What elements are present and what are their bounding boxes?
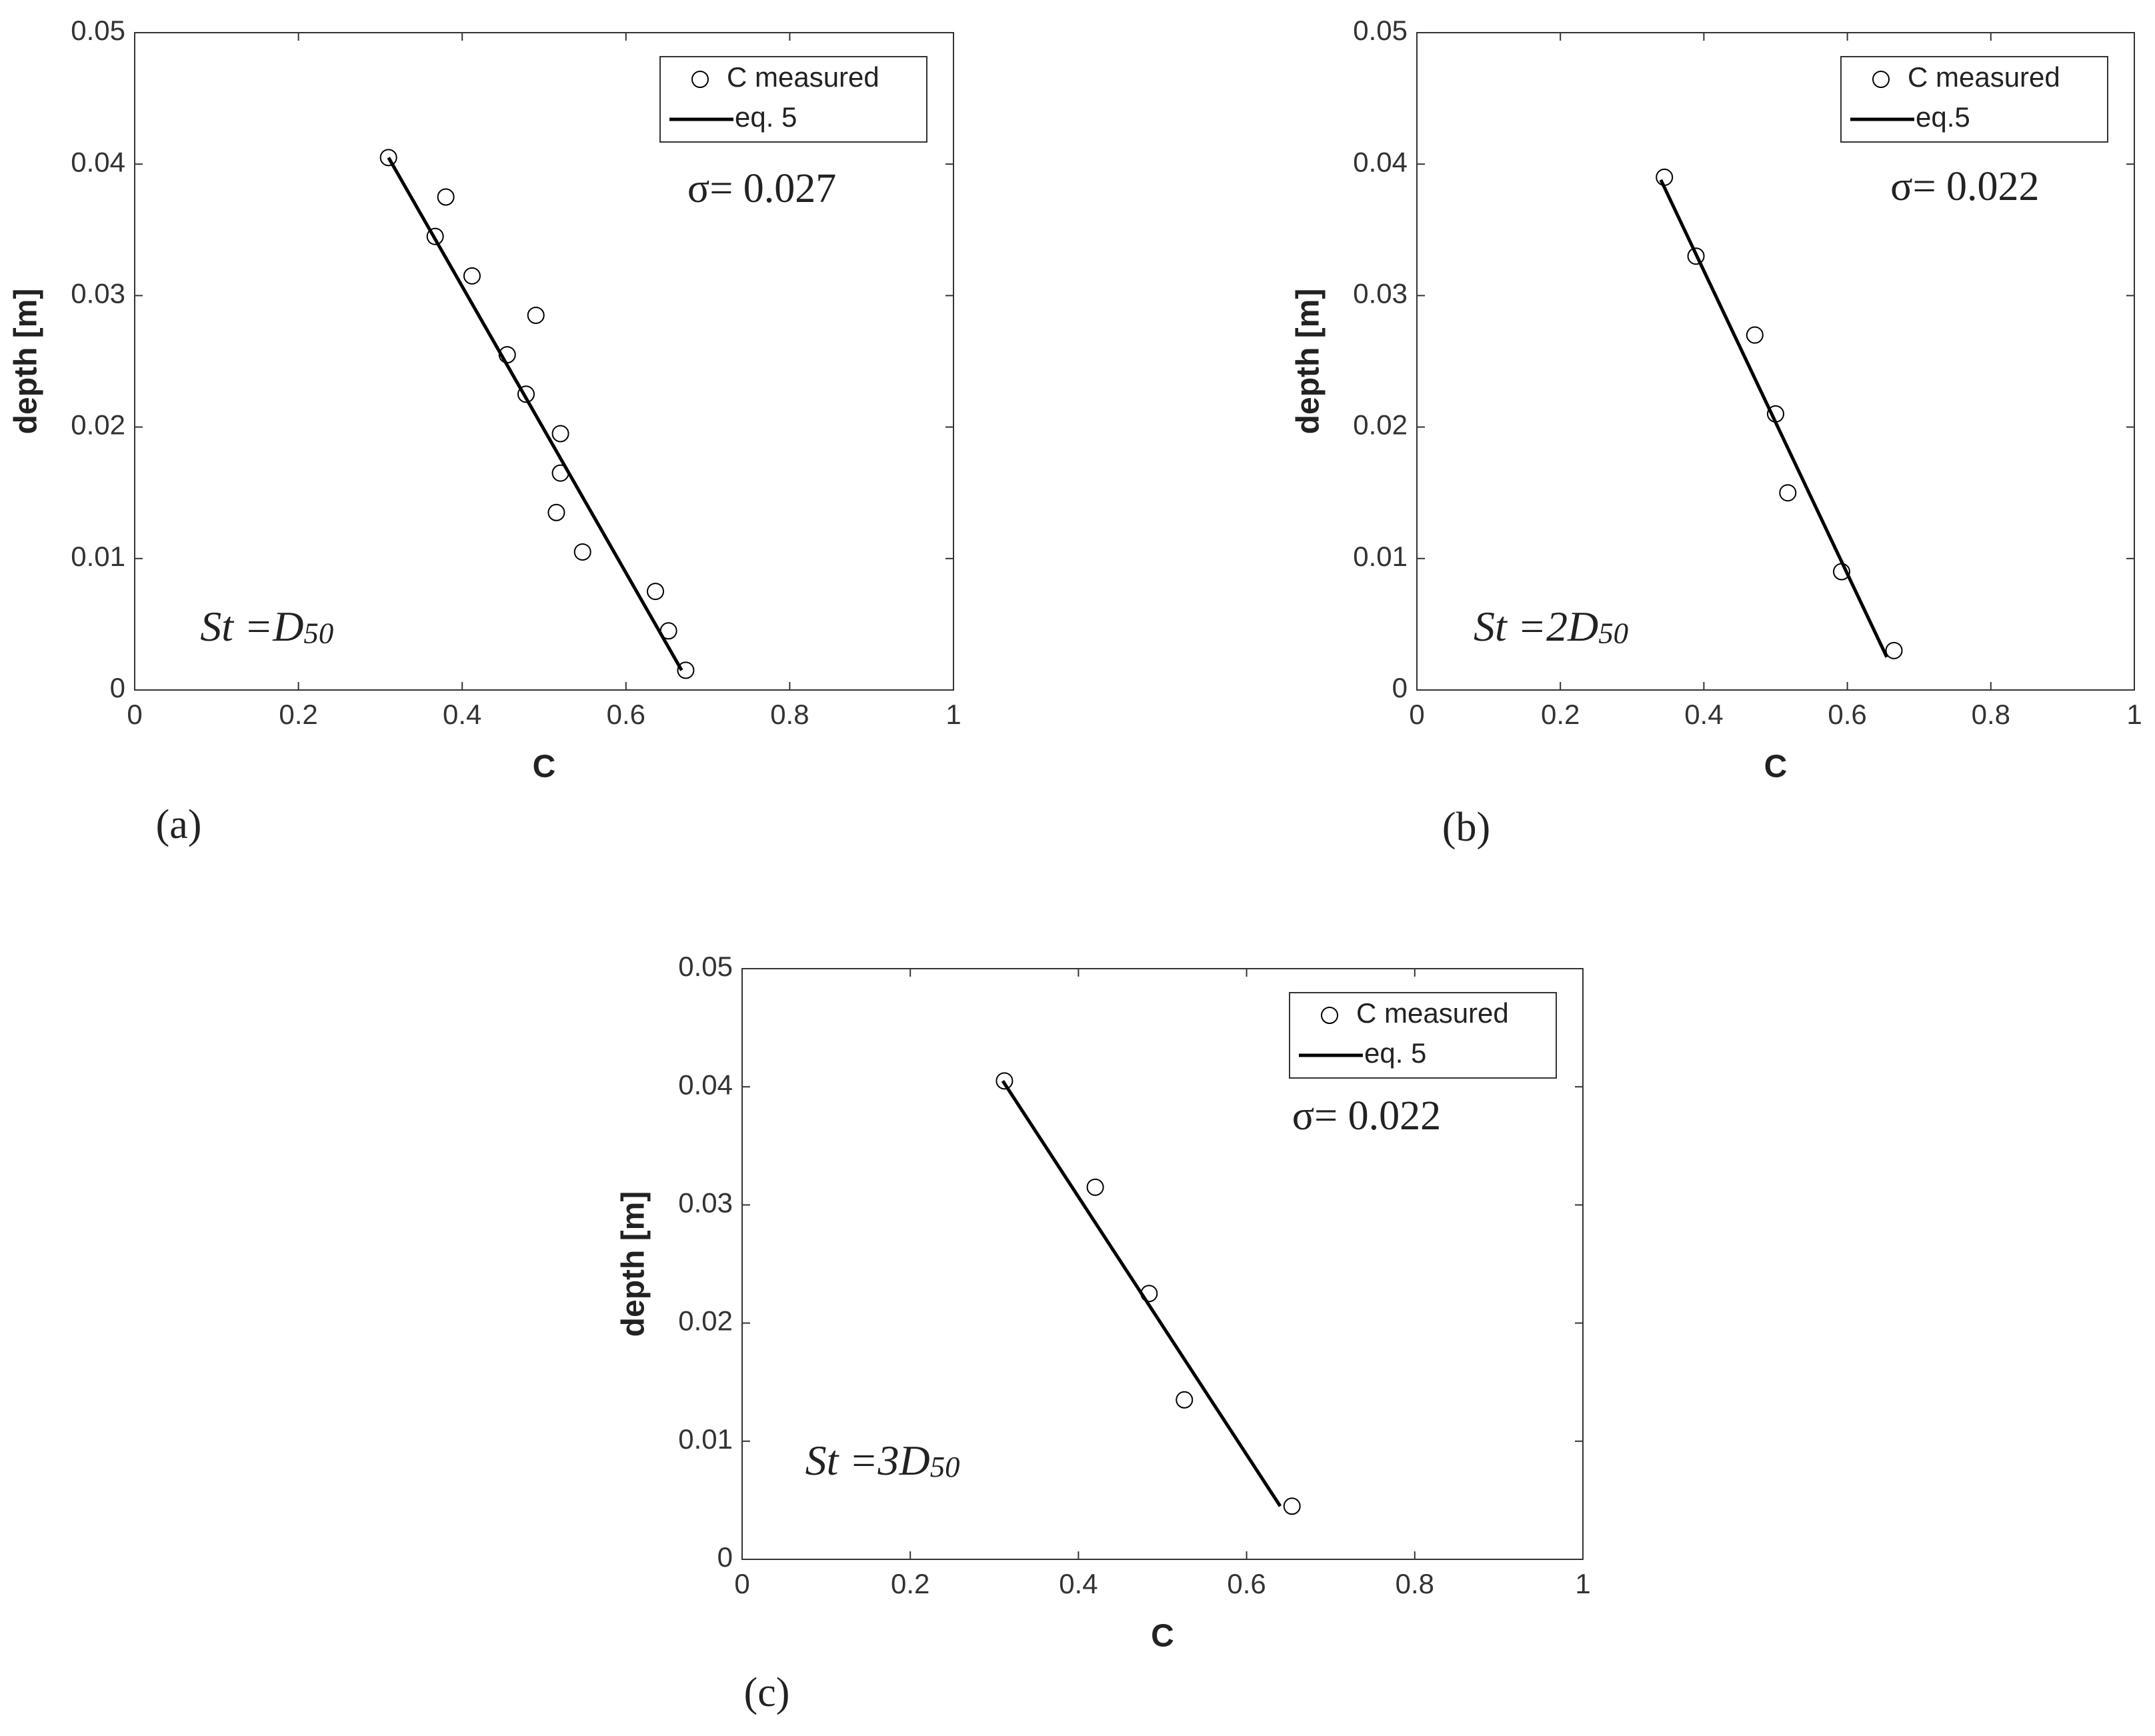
data-point [1885,641,1903,659]
legend-symbol [1872,71,1890,88]
y-tick-label: 0.02 [678,1305,733,1337]
data-point [677,661,695,679]
legend-label: C measured [1908,61,2060,93]
data-point [551,425,569,443]
data-point [573,543,591,561]
y-tick-label: 0.04 [71,146,125,177]
y-tick-label: 0.01 [1353,541,1408,572]
legend-label: eq. 5 [735,101,797,133]
y-tick-label: 0.02 [71,409,125,441]
data-point [1283,1497,1301,1515]
y-tick-label: 0 [717,1541,733,1573]
x-axis-label: C [1151,1619,1174,1654]
data-point [547,503,565,521]
data-point [647,583,665,601]
data-point [426,227,444,245]
y-tick-label: 0.01 [678,1423,733,1455]
fit-line [1001,1079,1282,1507]
data-point [463,267,481,285]
x-tick-label: 0.4 [1684,699,1723,730]
sigma-annotation: σ= 0.027 [687,166,836,211]
y-tick-label: 0.01 [71,541,125,572]
legend-label: C measured [727,61,879,93]
x-tick-label: 0 [1409,699,1424,730]
x-axis-label: C [1764,749,1788,785]
y-tick-label: 0.04 [678,1069,733,1100]
panel-label: (c) [744,1670,790,1715]
y-tick-label: 0.05 [678,951,733,982]
fit-line [387,157,683,671]
legend-symbol [1321,1007,1338,1024]
legend-box [1289,992,1557,1079]
data-point [379,149,397,167]
data-point [1086,1178,1104,1196]
data-point [1779,484,1797,502]
y-tick-label: 0.03 [1353,277,1408,309]
data-point [1687,247,1705,265]
x-tick-label: 0.2 [1541,699,1580,730]
x-tick-label: 0.4 [1059,1568,1098,1599]
x-tick-label: 0 [127,699,142,730]
sigma-annotation: σ= 0.022 [1890,164,2039,209]
y-tick-label: 0.05 [71,15,125,46]
x-tick-label: 1 [1575,1568,1590,1599]
fit-line [1659,179,1889,658]
x-tick-label: 1 [945,699,961,730]
x-tick-label: 1 [2126,699,2142,730]
y-tick-label: 0.03 [71,277,125,309]
x-tick-label: 0.6 [1227,1568,1266,1599]
y-axis-label: depth [m] [9,289,44,435]
y-tick-label: 0.05 [1353,15,1408,46]
legend-box [1840,56,2108,143]
y-axis-label: depth [m] [616,1191,651,1337]
x-axis-label: C [533,749,556,785]
data-point [527,306,545,324]
panel-label: (b) [1442,805,1490,850]
legend-label: C measured [1356,997,1509,1029]
data-point [995,1072,1013,1090]
legend-label: eq. 5 [1364,1037,1426,1069]
data-point [517,385,535,403]
x-tick-label: 0 [734,1568,749,1599]
y-tick-label: 0.04 [1353,146,1408,177]
data-point [1746,326,1764,344]
legend-label: eq.5 [1916,101,1970,133]
chart-panel: 0 0.2 0.4 0.6 0.8 1 0 0.01 0.02 0.03 0.04 0.05 Cdept… [1291,15,2142,850]
y-axis-label: depth [m] [1291,289,1326,435]
legend-box [659,56,927,143]
x-tick-label: 0.8 [770,699,809,730]
panel-label: (a) [156,802,202,847]
sigma-annotation: σ= 0.022 [1292,1093,1441,1139]
x-tick-label: 0.8 [1396,1568,1434,1599]
x-tick-label: 0.6 [607,699,645,730]
x-tick-label: 0.4 [443,699,481,730]
chart-panel: 0 0.2 0.4 0.6 0.8 1 0 0.01 0.02 0.03 0.04 0.05 Cdept… [9,15,961,847]
x-tick-label: 0.2 [891,1568,929,1599]
data-point [437,188,455,206]
y-tick-label: 0 [110,672,125,703]
y-tick-label: 0.03 [678,1187,733,1218]
legend-symbol [691,71,709,88]
data-point [1176,1391,1194,1409]
y-tick-label: 0 [1392,672,1408,703]
x-tick-label: 0.2 [279,699,317,730]
chart-panel: 0 0.2 0.4 0.6 0.8 1 0 0.01 0.02 0.03 0.04 0.05 Cdept… [616,951,1591,1715]
y-tick-label: 0.02 [1353,409,1408,441]
x-tick-label: 0.8 [1972,699,2010,730]
x-tick-label: 0.6 [1828,699,1866,730]
